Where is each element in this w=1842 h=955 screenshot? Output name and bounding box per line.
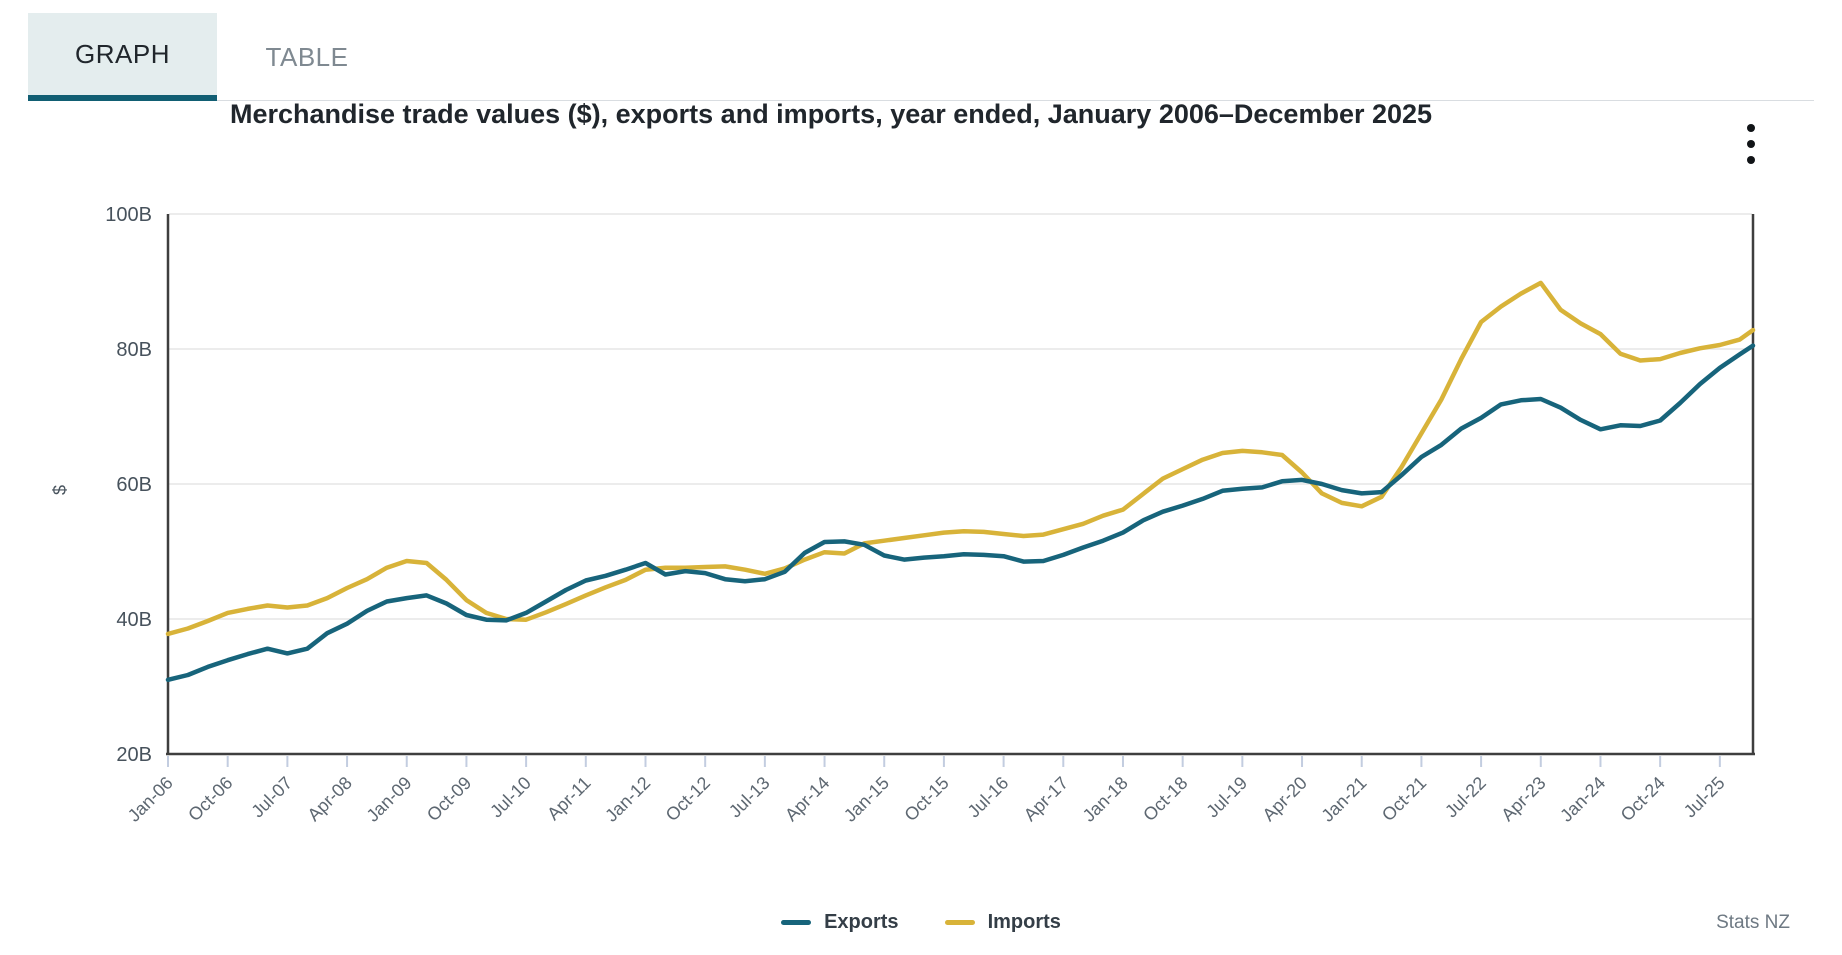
svg-text:80B: 80B	[116, 339, 152, 361]
svg-text:Oct-06: Oct-06	[184, 773, 236, 825]
legend-item-exports[interactable]: Exports	[781, 910, 899, 934]
kebab-dot	[1747, 140, 1755, 148]
svg-text:Jan-21: Jan-21	[1317, 773, 1370, 826]
exports-line-swatch	[781, 919, 812, 925]
svg-text:Oct-15: Oct-15	[900, 773, 952, 825]
svg-text:Apr-14: Apr-14	[781, 773, 833, 825]
svg-text:Oct-21: Oct-21	[1378, 773, 1430, 825]
legend-label-exports: Exports	[824, 910, 899, 933]
svg-text:Jul-25: Jul-25	[1680, 773, 1729, 822]
tabbar-divider	[28, 100, 1814, 101]
svg-text:40B: 40B	[116, 609, 152, 631]
svg-text:Oct-18: Oct-18	[1139, 773, 1191, 825]
svg-text:Jan-06: Jan-06	[124, 773, 177, 826]
svg-text:Oct-24: Oct-24	[1617, 773, 1669, 825]
svg-text:$: $	[50, 485, 70, 495]
svg-text:Jan-15: Jan-15	[840, 773, 893, 826]
svg-text:Apr-23: Apr-23	[1497, 773, 1549, 825]
svg-text:Jan-18: Jan-18	[1079, 773, 1132, 826]
kebab-menu-icon[interactable]	[1738, 122, 1764, 166]
kebab-dot	[1747, 156, 1755, 164]
svg-text:Jan-09: Jan-09	[363, 773, 416, 826]
imports-line-swatch	[944, 919, 975, 925]
svg-text:Apr-11: Apr-11	[543, 773, 594, 824]
tab-table[interactable]: TABLE	[265, 41, 349, 72]
svg-text:100B: 100B	[105, 204, 152, 226]
chart-title: Merchandise trade values ($), exports an…	[230, 99, 1433, 129]
kebab-dot	[1747, 124, 1755, 132]
tab-graph[interactable]: GRAPH	[28, 13, 217, 101]
legend-item-imports[interactable]: Imports	[944, 910, 1061, 934]
svg-text:Oct-12: Oct-12	[662, 773, 714, 825]
svg-text:20B: 20B	[116, 744, 152, 766]
svg-text:Jul-07: Jul-07	[247, 773, 296, 822]
tabbar: GRAPH TABLE	[28, 13, 397, 101]
source-attribution: Stats NZ	[1716, 912, 1790, 933]
legend-label-imports: Imports	[987, 910, 1061, 933]
svg-text:60B: 60B	[116, 474, 152, 496]
svg-text:Jan-24: Jan-24	[1556, 773, 1609, 826]
svg-text:Oct-09: Oct-09	[423, 773, 475, 825]
svg-text:Apr-08: Apr-08	[304, 773, 356, 825]
svg-text:Jul-10: Jul-10	[486, 773, 535, 822]
svg-text:Jan-12: Jan-12	[601, 773, 654, 826]
svg-text:Apr-20: Apr-20	[1259, 773, 1311, 825]
svg-text:Apr-17: Apr-17	[1020, 773, 1072, 825]
svg-text:Jul-13: Jul-13	[725, 773, 774, 822]
chart-legend: Exports Imports	[0, 902, 1842, 942]
svg-text:Jul-16: Jul-16	[964, 773, 1013, 822]
svg-text:Jul-22: Jul-22	[1441, 773, 1490, 822]
svg-text:Jul-19: Jul-19	[1202, 773, 1251, 822]
